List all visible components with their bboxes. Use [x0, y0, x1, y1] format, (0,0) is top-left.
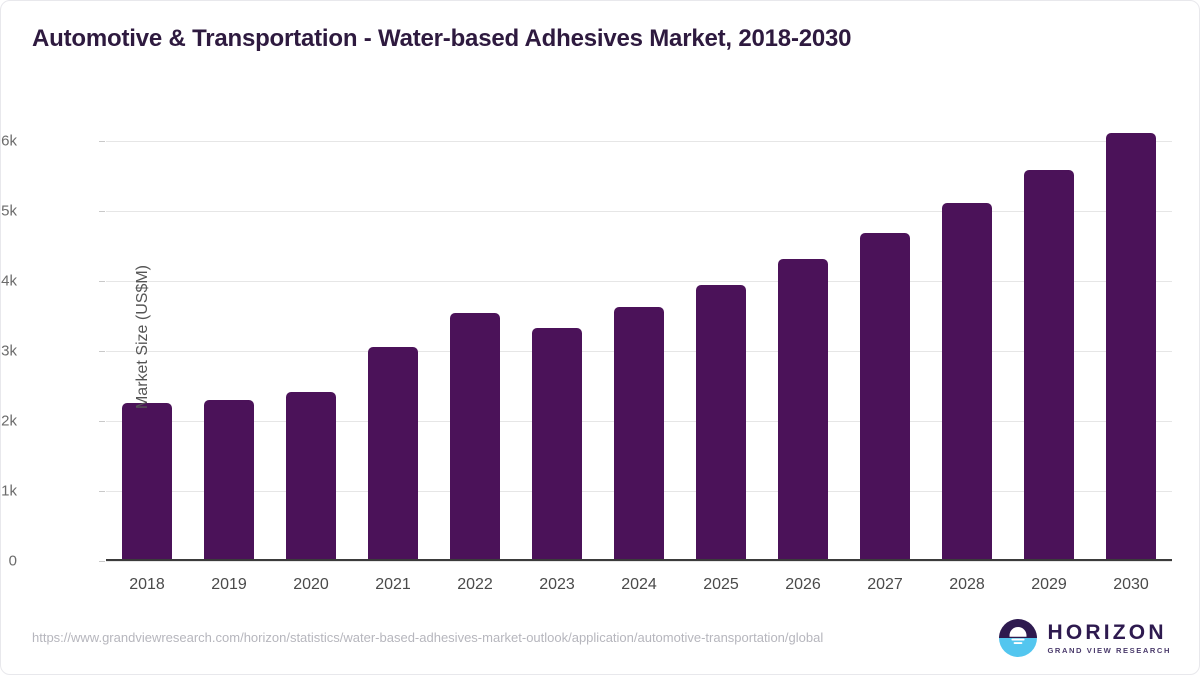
bar[interactable]: [450, 313, 500, 561]
bar[interactable]: [368, 347, 418, 561]
horizon-logo[interactable]: HORIZON GRAND VIEW RESEARCH: [998, 618, 1171, 658]
bar[interactable]: [860, 232, 910, 561]
x-tick-label: 2030: [1113, 576, 1149, 593]
bar-group[interactable]: [188, 113, 270, 561]
bar-group[interactable]: [106, 113, 188, 561]
x-tick-label: 2022: [457, 576, 493, 593]
bar-group[interactable]: [352, 113, 434, 561]
y-tick-label: 6k: [1, 132, 17, 150]
y-tick-label: 2k: [1, 412, 17, 430]
y-tick-label: 5k: [1, 202, 17, 220]
bar-group[interactable]: [762, 113, 844, 561]
plot-area: Market Size (US$M): [99, 113, 1172, 562]
page-title: Automotive & Transportation - Water-base…: [32, 25, 852, 52]
y-tick-mark: [99, 491, 105, 492]
y-tick-mark: [99, 281, 105, 282]
horizon-logo-icon: [999, 619, 1038, 657]
bar-group[interactable]: [1008, 113, 1090, 561]
y-tick-label: 4k: [1, 272, 17, 290]
y-tick-mark: [99, 421, 105, 422]
bar[interactable]: [286, 392, 336, 561]
bar[interactable]: [204, 399, 254, 561]
bar[interactable]: [1106, 133, 1156, 561]
gridline: [106, 281, 1172, 282]
bar[interactable]: [532, 327, 582, 561]
y-tick-mark: [99, 141, 105, 142]
bar[interactable]: [1024, 169, 1074, 561]
x-tick-label: 2029: [1031, 576, 1067, 593]
x-tick-label: 2020: [293, 576, 329, 593]
bar[interactable]: [778, 259, 828, 561]
logo-tagline: GRAND VIEW RESEARCH: [1047, 645, 1171, 655]
y-tick-mark: [99, 211, 105, 212]
bar-group[interactable]: [434, 113, 516, 561]
source-url[interactable]: https://www.grandviewresearch.com/horizo…: [32, 630, 824, 645]
x-tick-label: 2024: [621, 576, 657, 593]
x-tick-label: 2026: [785, 576, 821, 593]
horizon-logo-text: HORIZON GRAND VIEW RESEARCH: [1047, 622, 1171, 655]
gridline: [106, 211, 1172, 212]
gridline: [106, 141, 1172, 142]
y-tick-mark: [99, 351, 105, 352]
y-tick-label: 1k: [1, 482, 17, 500]
x-tick-label: 2023: [539, 576, 575, 593]
x-tick-label: 2021: [375, 576, 411, 593]
logo-wordmark: HORIZON: [1047, 620, 1167, 644]
bar-group[interactable]: [516, 113, 598, 561]
y-tick-mark: [99, 561, 105, 562]
bar[interactable]: [696, 284, 746, 561]
bar-group[interactable]: [844, 113, 926, 561]
x-axis-line: [106, 559, 1172, 561]
bar-group[interactable]: [270, 113, 352, 561]
bar[interactable]: [942, 203, 992, 561]
bar-group[interactable]: [598, 113, 680, 561]
x-tick-label: 2018: [129, 576, 165, 593]
bar-group[interactable]: [926, 113, 1008, 561]
x-tick-label: 2025: [703, 576, 739, 593]
x-tick-label: 2019: [211, 576, 247, 593]
y-tick-label: 3k: [1, 342, 17, 360]
bar[interactable]: [122, 403, 172, 561]
x-tick-label: 2028: [949, 576, 985, 593]
gridline: [106, 561, 1172, 562]
y-axis-title: Market Size (US$M): [134, 264, 151, 410]
bar-group[interactable]: [1090, 113, 1172, 561]
bar-group[interactable]: [680, 113, 762, 561]
x-tick-label: 2027: [867, 576, 903, 593]
y-tick-label: 0: [8, 552, 17, 570]
bar[interactable]: [614, 306, 664, 561]
